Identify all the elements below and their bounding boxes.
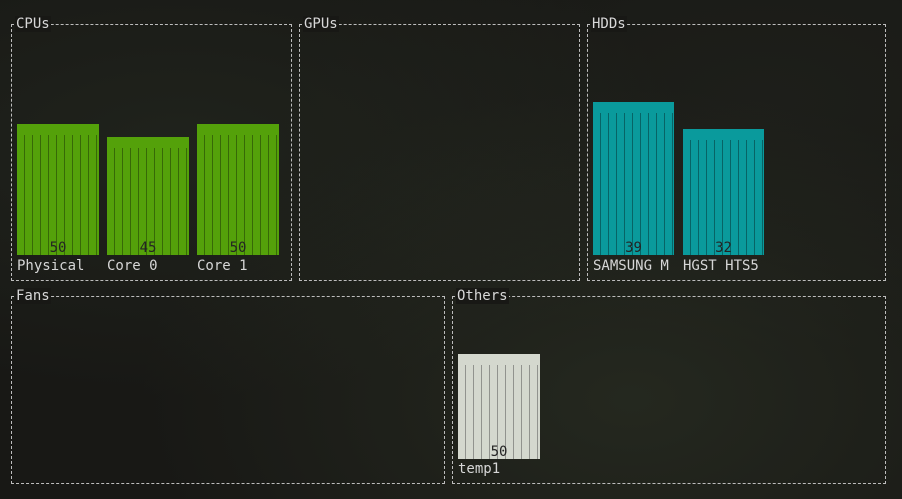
panel-fans: Fans [11, 288, 445, 484]
bar-cap [17, 124, 99, 135]
sensor-bar-hdds-1: 32 [683, 129, 764, 255]
panel-others: Others 50 temp1 [452, 288, 886, 484]
bar-value: 39 [625, 240, 642, 256]
sensor-bar-hdds-0: 39 [593, 102, 674, 255]
panel-gpus: GPUs [299, 16, 580, 281]
bar-value: 32 [715, 240, 732, 256]
bar-label: Core 1 [197, 258, 248, 274]
sensor-bar-cpus-2: 50 [197, 124, 279, 255]
bar-fill [17, 135, 99, 255]
panel-title-hdds: HDDs [591, 16, 627, 32]
bar-fill [683, 140, 764, 255]
bar-cap [458, 354, 540, 365]
bar-value: 50 [49, 240, 67, 256]
panel-title-gpus: GPUs [303, 16, 339, 32]
bar-cap [197, 124, 279, 135]
bar-value: 50 [229, 240, 247, 256]
bar-value: 50 [490, 444, 508, 460]
panel-title-others: Others [456, 288, 509, 304]
bar-cap [593, 102, 674, 113]
sensor-bar-cpus-1: 45 [107, 137, 189, 255]
panel-title-fans: Fans [15, 288, 51, 304]
bar-label: temp1 [458, 461, 501, 477]
bar-fill [197, 135, 279, 255]
bar-cap [683, 129, 764, 140]
bar-fill [593, 113, 674, 255]
bar-label: Core 0 [107, 258, 158, 274]
bar-value: 45 [139, 240, 157, 256]
sensor-bar-cpus-0: 50 [17, 124, 99, 255]
panel-hdds: HDDs 39 SAMSUNG M 32 HGST HTS5 [587, 16, 886, 281]
panel-title-cpus: CPUs [15, 16, 51, 32]
bar-label: HGST HTS5 [683, 258, 759, 274]
panel-cpus: CPUs 50 Physical 45 Core 0 50 Core 1 [11, 16, 292, 281]
sensor-bar-others-0: 50 [458, 354, 540, 459]
bar-label: SAMSUNG M [593, 258, 669, 274]
bar-label: Physical [17, 258, 85, 274]
bar-fill [107, 148, 189, 255]
bar-fill [458, 365, 540, 459]
bar-cap [107, 137, 189, 148]
